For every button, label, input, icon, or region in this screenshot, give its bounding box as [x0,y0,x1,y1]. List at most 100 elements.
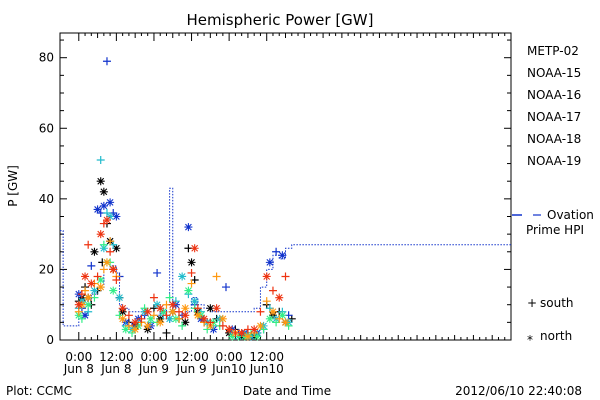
ovation-line [60,187,511,327]
legend-entry: NOAA-15 [527,66,581,80]
y-axis: 0 20 40 60 80 [39,39,511,347]
point-north [106,198,115,207]
point-north [200,314,209,323]
point-north [184,223,193,232]
legend-marker-symbol: * [527,333,533,347]
point-south [268,286,277,295]
point-south [84,307,93,316]
point-north [96,276,105,285]
point-north [99,201,108,210]
point-south [162,311,171,320]
ovation-series [60,187,511,327]
footer-timestamp: 2012/06/10 22:40:08 [455,384,582,398]
point-north [93,205,102,214]
point-south [218,321,227,330]
y-axis-label: P [GW] [6,165,20,207]
footer-plot-credit: Plot: CCMC [6,384,72,398]
plot-frame [59,32,512,341]
point-north [184,286,193,295]
point-south [106,247,115,256]
legend-entry: NOAA-16 [527,88,581,102]
point-north [84,300,93,309]
point-north [153,300,162,309]
point-south [102,57,111,66]
point-north [106,212,115,221]
point-north [181,304,190,313]
point-north [265,258,274,267]
x-tick-date: Jun10 [249,362,284,376]
point-north [112,212,121,221]
point-south [165,293,174,302]
point-north [165,314,174,323]
point-north [190,244,199,253]
point-north [131,325,140,334]
point-south [206,318,215,327]
x-axis-label: Date and Time [243,384,331,398]
point-north [134,321,143,330]
point-north [109,286,118,295]
point-south [77,290,86,299]
point-south [281,272,290,281]
y-tick-label: 0 [46,333,54,347]
point-south [221,283,230,292]
point-north [102,258,111,267]
point-north [262,272,271,281]
point-north [115,293,124,302]
point-south [93,272,102,281]
x-tick-date: Jun 8 [100,362,131,376]
point-north [118,304,127,313]
point-north [237,328,246,337]
x-tick-date: Jun 9 [138,362,169,376]
point-south [99,265,108,274]
x-tick-date: Jun 9 [175,362,206,376]
point-north [178,272,187,281]
point-south [193,304,202,313]
point-south [77,314,86,323]
x-tick-time: 12:00 [249,350,284,364]
x-tick-time: 12:00 [99,350,134,364]
point-north [243,332,252,341]
point-north [131,318,140,327]
point-south [262,297,271,306]
point-south [99,240,108,249]
point-north [218,314,227,323]
point-north [181,318,190,327]
point-north [121,325,130,334]
point-north [278,251,287,260]
legend-marker-symbol: + [527,296,537,310]
point-south [162,328,171,337]
legend-marker-label: north [540,329,572,343]
point-north [118,314,127,323]
legend-entry: METP-02 [527,44,579,58]
data-points [74,57,296,341]
point-south [106,237,115,246]
point-north [228,332,237,341]
point-north [90,247,99,256]
legend-ovation-label: Ovation [547,208,594,222]
point-north [268,307,277,316]
point-north [112,244,121,253]
y-tick-label: 80 [39,51,54,65]
point-north [156,304,165,313]
point-north [190,297,199,306]
point-south [149,293,158,302]
point-south [256,307,265,316]
point-south [149,311,158,320]
point-north [212,304,221,313]
point-south [153,268,162,277]
point-north [168,307,177,316]
point-north [84,293,93,302]
y-tick-label: 60 [39,121,54,135]
point-north [159,307,168,316]
point-north [96,283,105,292]
point-north [90,286,99,295]
point-south [112,276,121,285]
x-tick-time: 0:00 [65,350,92,364]
point-north [265,314,274,323]
point-south [178,321,187,330]
point-south [84,240,93,249]
point-south [74,307,83,316]
point-north [143,321,152,330]
